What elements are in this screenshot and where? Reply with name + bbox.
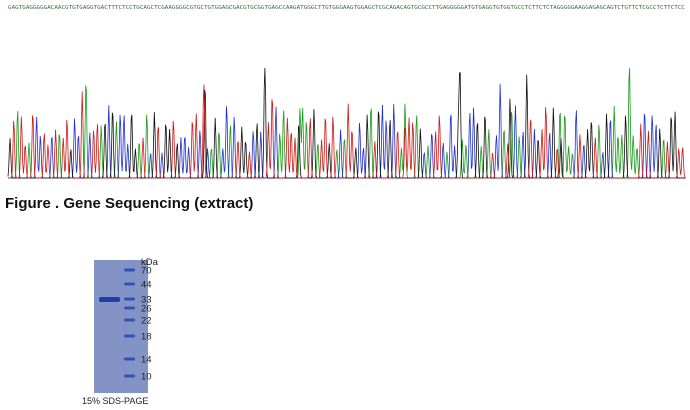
sequence-text: GAGTGAGGGGGACAACGTGTGAGGTGACTTTCTCCTGCAG… — [8, 5, 685, 11]
ladder-band — [124, 268, 135, 272]
gel-background — [94, 260, 148, 393]
marker-label: 10 — [141, 372, 152, 383]
ladder-band — [124, 374, 135, 378]
marker-label: 33 — [141, 295, 152, 306]
marker-label: 22 — [141, 316, 152, 327]
gel-image — [94, 260, 148, 393]
marker-label: 70 — [141, 266, 152, 277]
marker-label: 18 — [141, 332, 152, 343]
trace — [8, 84, 686, 179]
marker-label: 44 — [141, 280, 152, 291]
ladder-band — [124, 357, 135, 361]
ladder-band — [124, 306, 135, 310]
ladder-band — [124, 297, 135, 301]
figure-caption: Figure . Gene Sequencing (extract) — [5, 195, 253, 212]
marker-label: 14 — [141, 355, 152, 366]
marker-label: 26 — [141, 304, 152, 315]
chromatogram — [7, 67, 686, 179]
gel-caption: 15% SDS-PAGE — [82, 396, 148, 406]
sample-band — [99, 297, 120, 302]
unit-label: kDa — [141, 257, 159, 268]
ladder-band — [124, 282, 135, 286]
ladder-band — [124, 318, 135, 322]
ladder-band — [124, 334, 135, 338]
